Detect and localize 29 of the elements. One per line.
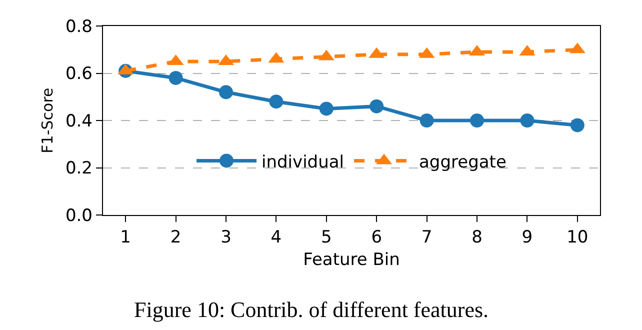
point xyxy=(520,114,534,128)
x-tick-label: 10 xyxy=(566,228,588,248)
caption: Figure 10: Contrib. of different features. xyxy=(134,297,489,322)
y-tick-label: 0.2 xyxy=(65,158,92,179)
x-tick-label: 8 xyxy=(472,228,482,248)
y-tick-label: 0.8 xyxy=(65,16,92,37)
point xyxy=(269,94,284,109)
y-tick-label: 0.0 xyxy=(65,206,92,226)
x-axis-title: Feature Bin xyxy=(303,250,400,270)
x-tick-label: 7 xyxy=(421,228,432,248)
y-tick-label: 0.4 xyxy=(65,111,92,132)
x-tick-label: 5 xyxy=(320,228,332,248)
point xyxy=(370,99,384,114)
point xyxy=(319,102,334,116)
x-tick-label: 9 xyxy=(522,228,533,248)
point xyxy=(168,70,183,85)
x-tick-label: 1 xyxy=(120,228,132,248)
point xyxy=(420,114,434,128)
point xyxy=(470,114,484,128)
x-tick-label: 2 xyxy=(170,228,182,248)
legend-label: individual xyxy=(262,152,344,172)
point xyxy=(218,85,233,100)
x-tick-label: 3 xyxy=(220,228,232,248)
x-tick-label: 4 xyxy=(270,228,282,248)
x-tick-label: 6 xyxy=(371,228,382,248)
y-tick-label: 0.6 xyxy=(65,64,92,84)
legend-label: aggregate xyxy=(419,152,506,172)
point xyxy=(570,118,584,132)
y-axis-title: F1-Score xyxy=(38,88,57,154)
